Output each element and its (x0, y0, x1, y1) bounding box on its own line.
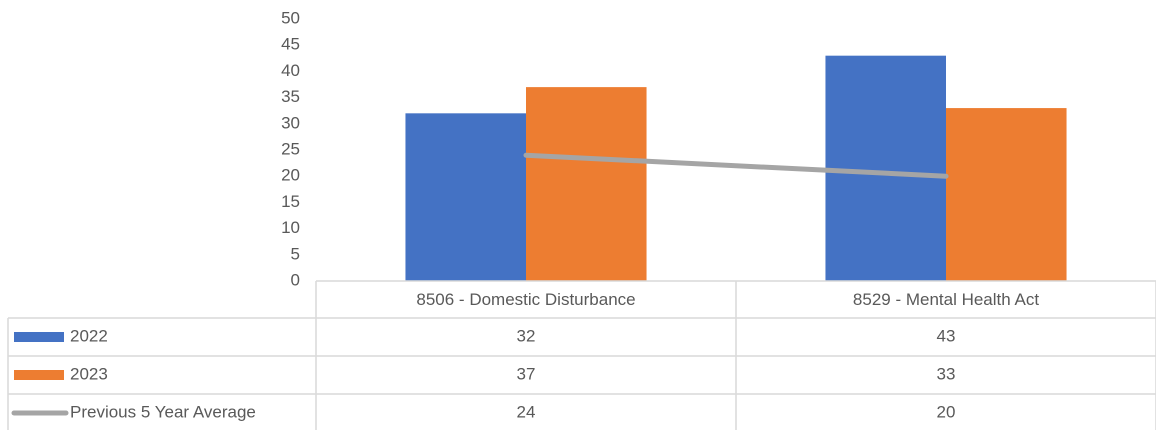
table-value: 32 (517, 326, 536, 345)
y-tick-label: 5 (291, 244, 300, 263)
legend-key (14, 370, 64, 380)
y-tick-label: 10 (281, 218, 300, 237)
y-tick-label: 20 (281, 166, 300, 185)
y-tick-label: 35 (281, 87, 300, 106)
y-tick-label: 15 (281, 192, 300, 211)
legend-label: 2022 (70, 326, 108, 345)
legend-label: 2023 (70, 364, 108, 383)
line-series (523, 152, 949, 179)
bar (946, 108, 1067, 281)
bar (825, 55, 946, 282)
table-value: 33 (937, 364, 956, 383)
y-tick-label: 50 (281, 8, 300, 27)
x-tick-label: 8506 - Domestic Disturbance (416, 290, 635, 309)
y-tick-label: 40 (281, 61, 300, 80)
legend-label: Previous 5 Year Average (70, 402, 256, 421)
table-value: 37 (517, 364, 536, 383)
bar (526, 87, 647, 282)
y-tick-label: 45 (281, 35, 300, 54)
y-tick-label: 25 (281, 139, 300, 158)
bar (405, 113, 526, 281)
table-value: 20 (937, 402, 956, 421)
y-tick-label: 30 (281, 113, 300, 132)
y-tick-label: 0 (291, 270, 300, 289)
table-value: 43 (937, 326, 956, 345)
x-tick-label: 8529 - Mental Health Act (853, 290, 1039, 309)
legend-key (14, 332, 64, 342)
table-value: 24 (517, 402, 536, 421)
